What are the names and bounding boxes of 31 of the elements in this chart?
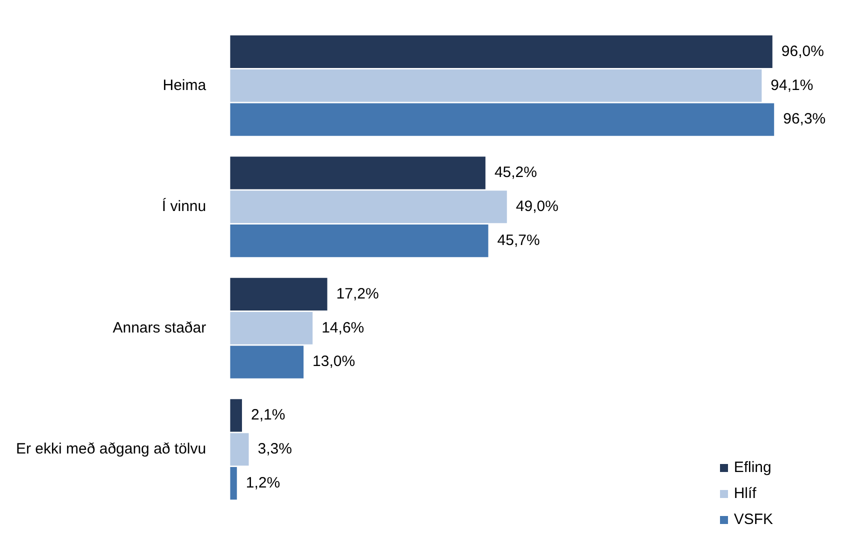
data-label: 96,0%: [781, 42, 824, 60]
data-label: 13,0%: [312, 353, 356, 370]
y-tick-label: Í vinnu: [162, 197, 206, 216]
bar: [230, 35, 772, 68]
bar: [230, 346, 304, 378]
data-label: 94,1%: [770, 76, 814, 94]
legend-label: Efling: [734, 458, 772, 478]
legend-label: Hlíf: [734, 484, 756, 504]
bar: [230, 399, 242, 432]
data-label: 1,2%: [246, 474, 280, 492]
data-label: 96,3%: [783, 110, 826, 128]
data-label: 17,2%: [336, 285, 379, 302]
y-tick-label: Heima: [162, 76, 207, 94]
data-label: 45,2%: [494, 164, 537, 182]
bar: [230, 69, 762, 102]
bar: [230, 467, 237, 500]
bar: [230, 103, 774, 136]
data-label: 45,7%: [497, 232, 540, 249]
data-label: 3,3%: [258, 440, 292, 458]
data-label: 2,1%: [250, 406, 286, 424]
y-tick-label: Annars staðar: [112, 319, 206, 336]
bar: [230, 156, 486, 190]
bar: [230, 190, 507, 224]
data-label: 49,0%: [516, 198, 558, 216]
bar: [230, 433, 249, 466]
bar: [230, 224, 488, 258]
y-tick-label: Er ekki með aðgang að tölvu: [16, 440, 206, 458]
legend-label: VSFK: [734, 510, 773, 530]
bar: [230, 278, 328, 310]
data-label: 14,6%: [322, 319, 364, 336]
bar: [230, 312, 313, 344]
